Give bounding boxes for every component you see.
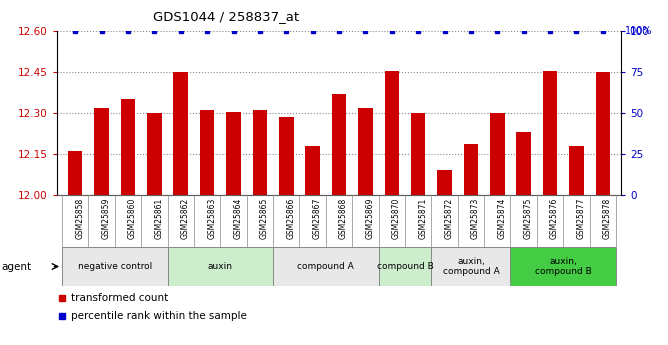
Text: GSM25870: GSM25870: [391, 197, 401, 239]
Bar: [147, 113, 162, 195]
Bar: [94, 108, 109, 195]
Bar: [68, 151, 82, 195]
Text: agent: agent: [1, 262, 31, 272]
Bar: [226, 112, 240, 195]
Bar: [510, 247, 616, 286]
Text: GSM25872: GSM25872: [444, 197, 454, 239]
Text: GDS1044 / 258837_at: GDS1044 / 258837_at: [153, 10, 299, 23]
Bar: [273, 247, 379, 286]
Text: GSM25868: GSM25868: [339, 197, 348, 239]
Text: GSM25866: GSM25866: [287, 197, 295, 239]
Text: auxin,
compound B: auxin, compound B: [535, 257, 592, 276]
Bar: [358, 108, 373, 195]
Text: 100%: 100%: [625, 26, 653, 36]
Bar: [464, 145, 478, 195]
Bar: [411, 113, 426, 195]
Text: GSM25869: GSM25869: [365, 197, 374, 239]
Bar: [121, 99, 135, 195]
Text: percentile rank within the sample: percentile rank within the sample: [71, 311, 246, 321]
Text: GSM25860: GSM25860: [128, 197, 137, 239]
Bar: [569, 146, 584, 195]
Text: GSM25877: GSM25877: [576, 197, 585, 239]
Bar: [543, 71, 557, 195]
Text: GSM25873: GSM25873: [471, 197, 480, 239]
Bar: [432, 247, 510, 286]
Text: GSM25861: GSM25861: [154, 197, 164, 239]
Bar: [516, 132, 531, 195]
Bar: [62, 247, 168, 286]
Text: GSM25875: GSM25875: [524, 197, 532, 239]
Bar: [385, 71, 399, 195]
Text: GSM25859: GSM25859: [102, 197, 111, 239]
Text: GSM25874: GSM25874: [497, 197, 506, 239]
Text: GSM25865: GSM25865: [260, 197, 269, 239]
Text: GSM25864: GSM25864: [234, 197, 242, 239]
Text: auxin,
compound A: auxin, compound A: [442, 257, 499, 276]
Bar: [253, 110, 267, 195]
Text: GSM25863: GSM25863: [207, 197, 216, 239]
Text: GSM25876: GSM25876: [550, 197, 559, 239]
Text: GSM25871: GSM25871: [418, 197, 427, 239]
Bar: [168, 247, 273, 286]
Bar: [305, 146, 320, 195]
Bar: [332, 94, 346, 195]
Text: compound A: compound A: [297, 262, 354, 271]
Bar: [490, 113, 504, 195]
Bar: [279, 117, 293, 195]
Bar: [438, 170, 452, 195]
Bar: [596, 72, 610, 195]
Text: negative control: negative control: [77, 262, 152, 271]
Text: GSM25878: GSM25878: [603, 197, 612, 239]
Text: GSM25858: GSM25858: [75, 197, 84, 239]
Text: transformed count: transformed count: [71, 294, 168, 303]
Text: GSM25862: GSM25862: [181, 197, 190, 239]
Text: auxin: auxin: [208, 262, 233, 271]
Bar: [379, 247, 432, 286]
Bar: [174, 72, 188, 195]
Bar: [200, 110, 214, 195]
Text: GSM25867: GSM25867: [313, 197, 321, 239]
Text: compound B: compound B: [377, 262, 434, 271]
